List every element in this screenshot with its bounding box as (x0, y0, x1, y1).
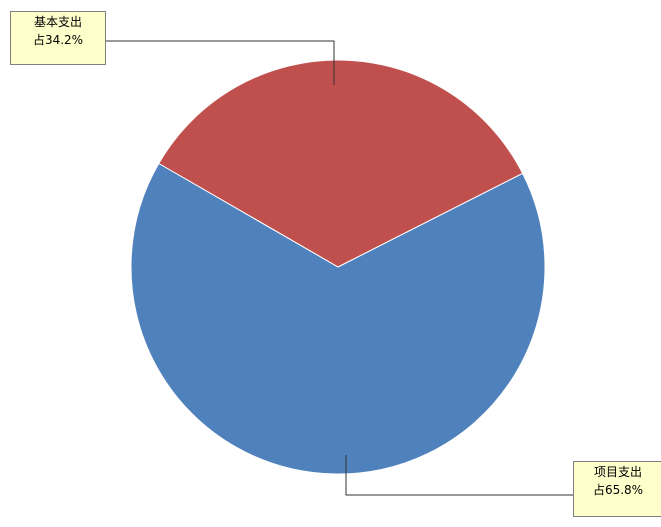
data-label-jiben-category: 基本支出 (33, 15, 82, 29)
leader-lines (94, 40, 573, 496)
leader-line-xiangmu (345, 455, 573, 496)
leader-line-jiben (94, 40, 335, 85)
data-label-jiben-percent: 占34.2% (32, 33, 84, 47)
data-label-xiangmu-category: 项目支出 (593, 465, 642, 479)
data-label-jiben: 基本支出 占34.2% (10, 11, 106, 65)
pie-slice-jiben (158, 59, 524, 268)
data-label-xiangmu: 项目支出 占65.8% (573, 461, 661, 517)
pie-slices (130, 59, 546, 475)
data-label-xiangmu-percent: 占65.8% (592, 483, 644, 497)
pie-slice-xiangmu (130, 162, 546, 475)
